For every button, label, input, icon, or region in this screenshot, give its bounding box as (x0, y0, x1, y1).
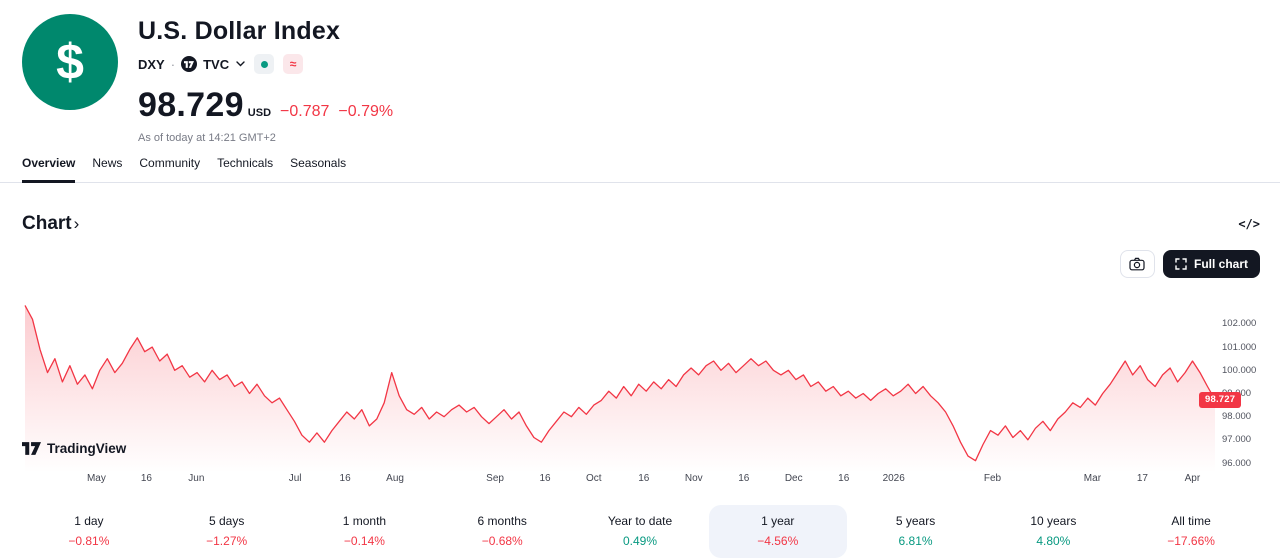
y-axis-label: 102.000 (1222, 318, 1257, 330)
tab-community[interactable]: Community (139, 156, 201, 170)
price-change-percent: −0.79% (338, 103, 394, 120)
y-axis-label: 98.000 (1222, 411, 1252, 423)
section-tabs: Overview News Community Technicals Seaso… (0, 156, 1280, 183)
period-change: −0.14% (343, 534, 385, 548)
chart-title-text: Chart (22, 213, 72, 234)
chart-canvas[interactable] (0, 291, 1280, 476)
chart-section-title[interactable]: Chart › (22, 213, 79, 235)
period-change: 0.49% (622, 534, 657, 548)
delayed-data-badge[interactable]: ≈ (283, 54, 304, 74)
tab-seasonals[interactable]: Seasonals (290, 156, 347, 170)
tradingview-watermark[interactable]: TradingView (22, 441, 126, 456)
x-axis-label: Jun (188, 473, 205, 484)
period-change: −1.27% (206, 534, 248, 548)
chart-section-header: Chart › </> (0, 213, 1280, 235)
period-change: 4.80% (1036, 534, 1071, 548)
y-axis-label: 101.000 (1222, 341, 1257, 353)
period-label: 1 year (761, 514, 795, 528)
x-axis-label: Sep (486, 473, 504, 484)
period-year-to-date[interactable]: Year to date 0.49% (571, 505, 709, 558)
period-1-day[interactable]: 1 day −0.81% (20, 505, 158, 558)
period-1-year[interactable]: 1 year −4.56% (708, 505, 847, 558)
price-change: −0.787 (280, 103, 330, 120)
exchange-code: TVC (203, 56, 230, 72)
period-1-month[interactable]: 1 month −0.14% (296, 505, 434, 558)
x-axis-label: Oct (586, 473, 602, 484)
period-selector: 1 day −0.81% 5 days −1.27% 1 month −0.14… (20, 505, 1260, 558)
x-axis-label: Apr (1184, 473, 1201, 484)
x-axis-label: Mar (1083, 473, 1102, 484)
x-axis-label: 2026 (882, 473, 905, 484)
embed-code-icon[interactable]: </> (1238, 217, 1260, 231)
x-axis-label: 16 (838, 473, 850, 484)
period-6-months[interactable]: 6 months −0.68% (433, 505, 571, 558)
period-change: −17.66% (1167, 534, 1215, 548)
y-axis-label: 97.000 (1222, 434, 1252, 446)
fullscreen-icon (1175, 258, 1187, 270)
full-chart-button[interactable]: Full chart (1162, 250, 1260, 278)
camera-icon (1129, 257, 1146, 271)
period-label: Year to date (607, 514, 673, 528)
period-label: 5 days (208, 514, 245, 528)
last-price-axis-badge: 98.727 (1199, 391, 1242, 408)
tradingview-exchange-icon (181, 56, 198, 72)
period-change: −0.68% (481, 534, 523, 548)
x-axis-label: 16 (638, 473, 650, 484)
dollar-sign: $ (56, 34, 84, 90)
x-axis-label: 16 (738, 473, 750, 484)
full-chart-label: Full chart (1193, 257, 1248, 271)
period-change: 6.81% (898, 534, 933, 548)
market-status-badge[interactable] (254, 54, 275, 74)
y-axis-label: 100.000 (1222, 364, 1257, 376)
x-axis-label: 16 (339, 473, 351, 484)
symbol-logo: $ (22, 14, 118, 110)
x-axis-label: Nov (684, 473, 703, 484)
y-axis-label: 96.000 (1222, 457, 1252, 469)
x-axis-label: May (86, 473, 106, 484)
symbol-selector[interactable]: DXY · TVC ≈ (138, 54, 393, 74)
period-change: −4.56% (757, 534, 799, 548)
x-axis-label: Aug (386, 473, 404, 484)
period-label: 5 years (895, 514, 936, 528)
price-row: 98.729 USD −0.787 −0.79% (138, 86, 393, 125)
chart-toolbar: Full chart (0, 250, 1280, 278)
period-label: All time (1171, 514, 1211, 528)
chevron-down-icon (236, 61, 245, 67)
period-label: 10 years (1030, 514, 1077, 528)
x-axis-label: Feb (983, 473, 1002, 484)
tradingview-watermark-label: TradingView (47, 441, 127, 456)
chevron-right-icon: › (73, 214, 80, 233)
period-change: −0.81% (68, 534, 110, 548)
header-info: U.S. Dollar Index DXY · TVC ≈ 98.729 USD… (138, 14, 393, 144)
tab-technicals[interactable]: Technicals (217, 156, 274, 170)
page-title: U.S. Dollar Index (138, 17, 341, 45)
tab-overview[interactable]: Overview (22, 156, 76, 183)
period-label: 6 months (477, 514, 527, 528)
separator-dot: · (170, 56, 176, 72)
currency-label: USD (247, 107, 272, 119)
tradingview-logo-icon (22, 442, 41, 455)
period-label: 1 month (342, 514, 387, 528)
x-axis-label: 16 (539, 473, 551, 484)
x-axis-label: Jul (288, 473, 302, 484)
period-all-time[interactable]: All time −17.66% (1122, 505, 1260, 558)
x-axis-label: Dec (784, 473, 803, 484)
period-label: 1 day (74, 514, 104, 528)
symbol-code: DXY (138, 56, 165, 72)
x-axis-label: 16 (140, 473, 152, 484)
symbol-header: $ U.S. Dollar Index DXY · TVC ≈ 98.729 U… (0, 0, 1280, 144)
price-chart: 102.000101.000100.00099.00098.00097.0009… (0, 291, 1280, 493)
x-axis-label: 17 (1136, 473, 1148, 484)
market-open-dot-icon (260, 60, 268, 68)
last-price: 98.729 (138, 86, 244, 124)
period-5-days[interactable]: 5 days −1.27% (158, 505, 296, 558)
tab-news[interactable]: News (92, 156, 123, 170)
as-of-timestamp: As of today at 14:21 GMT+2 (138, 132, 276, 144)
period-10-years[interactable]: 10 years 4.80% (984, 505, 1122, 558)
snapshot-button[interactable] (1119, 250, 1155, 278)
period-5-years[interactable]: 5 years 6.81% (847, 505, 985, 558)
